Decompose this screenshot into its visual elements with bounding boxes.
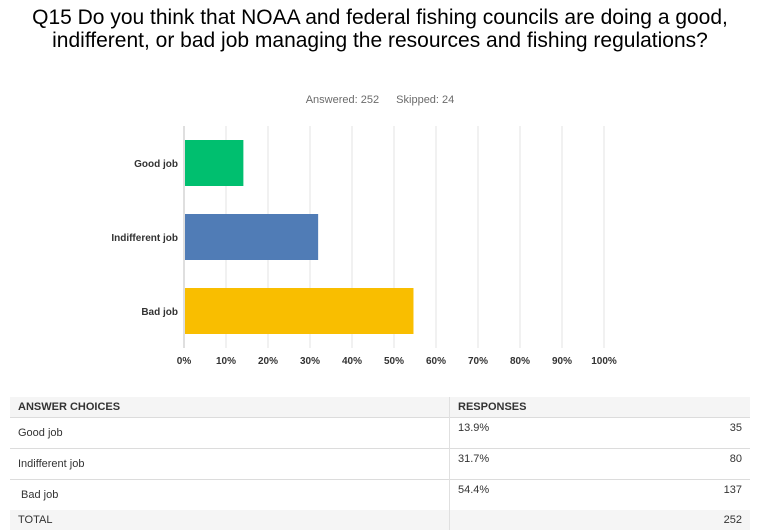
x-tick-label: 0% (177, 356, 192, 367)
x-tick-label: 20% (258, 356, 278, 367)
row-choice: Bad job (10, 479, 450, 510)
category-label: Bad job (141, 307, 178, 318)
x-tick-label: 10% (216, 356, 236, 367)
x-tick-label: 100% (591, 356, 617, 367)
total-count: 252 (630, 510, 750, 530)
row-count: 35 (630, 417, 750, 449)
bar-chart: 0% 10% 20% 30% 40% 50% 60% 70% 80% 90% 100% Good jo… (111, 126, 617, 367)
bar-indifferent-job (185, 214, 319, 260)
x-tick-label: 70% (468, 356, 488, 367)
row-count: 137 (630, 479, 750, 510)
question-title: Q15 Do you think that NOAA and federal f… (32, 6, 728, 52)
bar-good-job (185, 140, 244, 186)
x-tick-label: 90% (552, 356, 572, 367)
total-label: TOTAL (10, 510, 450, 530)
answered-count: Answered: 252 (305, 94, 380, 106)
table-row: Bad job 54.4% 137 (10, 479, 750, 510)
bar-bad-job (185, 288, 414, 334)
table-header-row: ANSWER CHOICES RESPONSES (10, 397, 750, 418)
table-row: Indifferent job 31.7% 80 (10, 448, 750, 480)
row-choice: Good job (10, 417, 450, 449)
x-tick-label: 80% (510, 356, 530, 367)
table-total-row: TOTAL 252 (10, 510, 750, 530)
x-tick-label: 40% (342, 356, 362, 367)
row-percent: 54.4% (449, 479, 631, 510)
row-count: 80 (630, 448, 750, 480)
answer-table: ANSWER CHOICES RESPONSES Good job 13.9% … (10, 397, 750, 530)
category-label: Good job (134, 159, 178, 170)
row-percent: 13.9% (449, 417, 631, 449)
x-tick-label: 50% (384, 356, 404, 367)
x-tick-label: 60% (426, 356, 446, 367)
category-label: Indifferent job (111, 233, 178, 244)
response-stats: Answered: 252 Skipped: 24 (0, 94, 760, 106)
total-spacer (449, 510, 631, 530)
table-row: Good job 13.9% 35 (10, 417, 750, 449)
header-answer-choices: ANSWER CHOICES (10, 397, 450, 418)
row-choice: Indifferent job (10, 448, 450, 480)
skipped-count: Skipped: 24 (396, 94, 455, 106)
row-percent: 31.7% (449, 448, 631, 480)
header-responses: RESPONSES (449, 397, 750, 418)
x-tick-label: 30% (300, 356, 320, 367)
